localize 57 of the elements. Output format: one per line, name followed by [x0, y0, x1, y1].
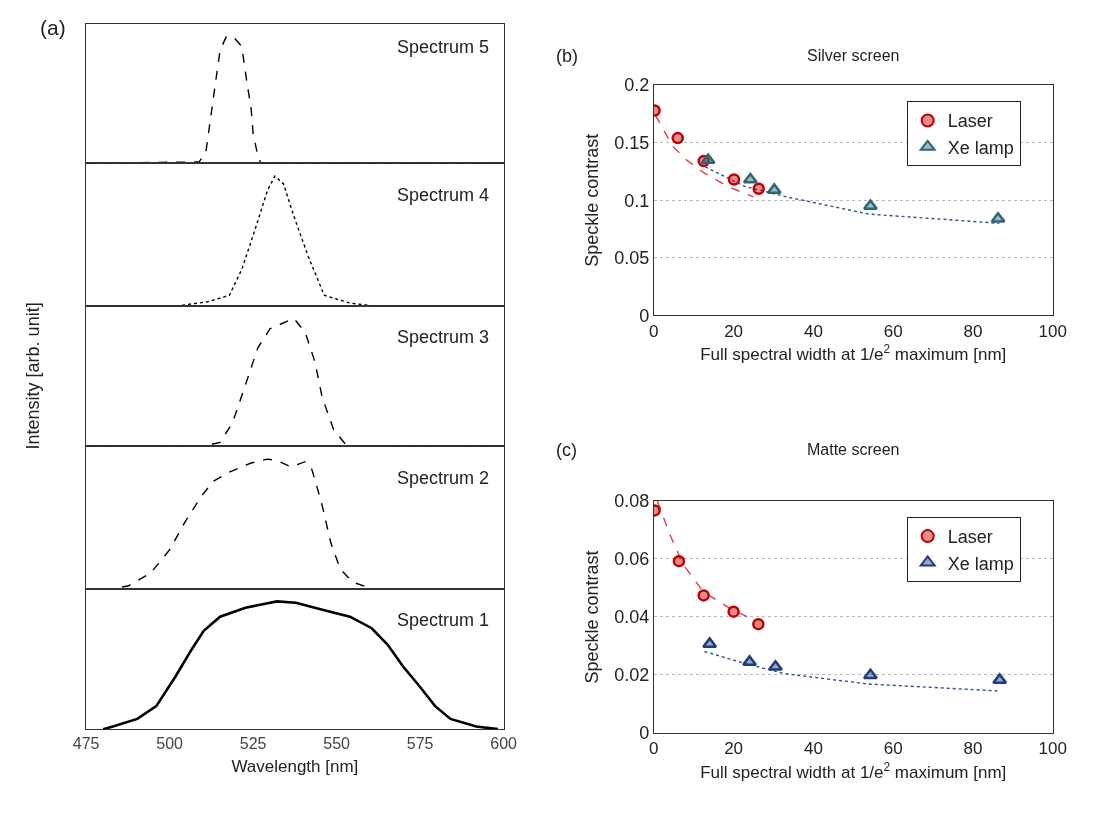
point [742, 172, 758, 184]
x-tick-label: 100 [1038, 739, 1067, 759]
x-tick-label: 550 [323, 735, 351, 753]
x-tick-label: 100 [1038, 321, 1067, 341]
point [697, 589, 710, 602]
x-tick-label: 40 [803, 321, 823, 341]
point [990, 211, 1006, 223]
x-tick-label: 40 [803, 739, 823, 759]
legend-label: Xe lamp [947, 137, 1014, 158]
legend-label: Xe lamp [947, 553, 1014, 574]
x-tick-label: 575 [406, 735, 434, 753]
y-tick-label: 0.08 [614, 491, 650, 512]
text: (b) [556, 46, 578, 66]
y-axis-title: Intensity [arb. unit] [23, 302, 44, 450]
y-tick-label: 0.04 [614, 607, 650, 628]
x-tick-label: 475 [72, 735, 100, 753]
chart-title: Matte screen [807, 441, 900, 458]
point [752, 617, 765, 631]
y-axis-title: Speckle contrast [582, 550, 603, 684]
point [862, 668, 879, 680]
y-tick-label: 0.1 [624, 190, 650, 211]
point [727, 605, 740, 618]
annotation: Spectrum 1 [397, 610, 490, 630]
x-axis-title: Full spectral width at 1/e$^{2}$ maximum [nm] [700, 759, 1007, 782]
legend-label: Laser [947, 111, 993, 132]
x-axis-title: Full spectral width at 1/e$^{2}$ maximum [nm] [700, 342, 1007, 365]
annotation: Spectrum 2 [397, 468, 490, 488]
x-tick-label: 60 [883, 321, 903, 341]
x-tick-label: 600 [490, 735, 518, 753]
legend-label: Laser [947, 527, 993, 548]
x-tick-label: 20 [724, 739, 744, 759]
y-axis-title: Speckle contrast [582, 133, 603, 267]
y-tick-label: 0.2 [624, 75, 650, 96]
point [672, 554, 686, 568]
annotation: Spectrum 3 [397, 327, 490, 347]
x-tick-label: 80 [963, 321, 983, 341]
point [752, 182, 765, 196]
y-tick-label: 0.06 [614, 549, 650, 570]
y-tick-label: 0.15 [614, 133, 650, 153]
x-tick-label: 80 [963, 739, 983, 759]
annotation: Spectrum 4 [397, 185, 490, 205]
y-tick-label: 0.05 [614, 248, 650, 269]
x-tick-label: 20 [724, 321, 744, 341]
x-tick-label: 500 [156, 735, 184, 753]
y-tick-label: 0 [639, 305, 650, 326]
x-tick-label: 60 [883, 739, 903, 759]
point [862, 199, 879, 211]
point [727, 173, 741, 186]
y-tick-label: 0.02 [614, 665, 650, 686]
text: (a) [40, 16, 66, 39]
text: (c) [556, 440, 577, 460]
x-axis-title: Wavelength [nm] [231, 756, 359, 776]
chart-title: Silver screen [807, 47, 900, 64]
x-tick-label: 525 [239, 735, 267, 753]
annotation: Spectrum 5 [397, 37, 490, 57]
point [671, 131, 684, 145]
line-series [703, 650, 999, 692]
